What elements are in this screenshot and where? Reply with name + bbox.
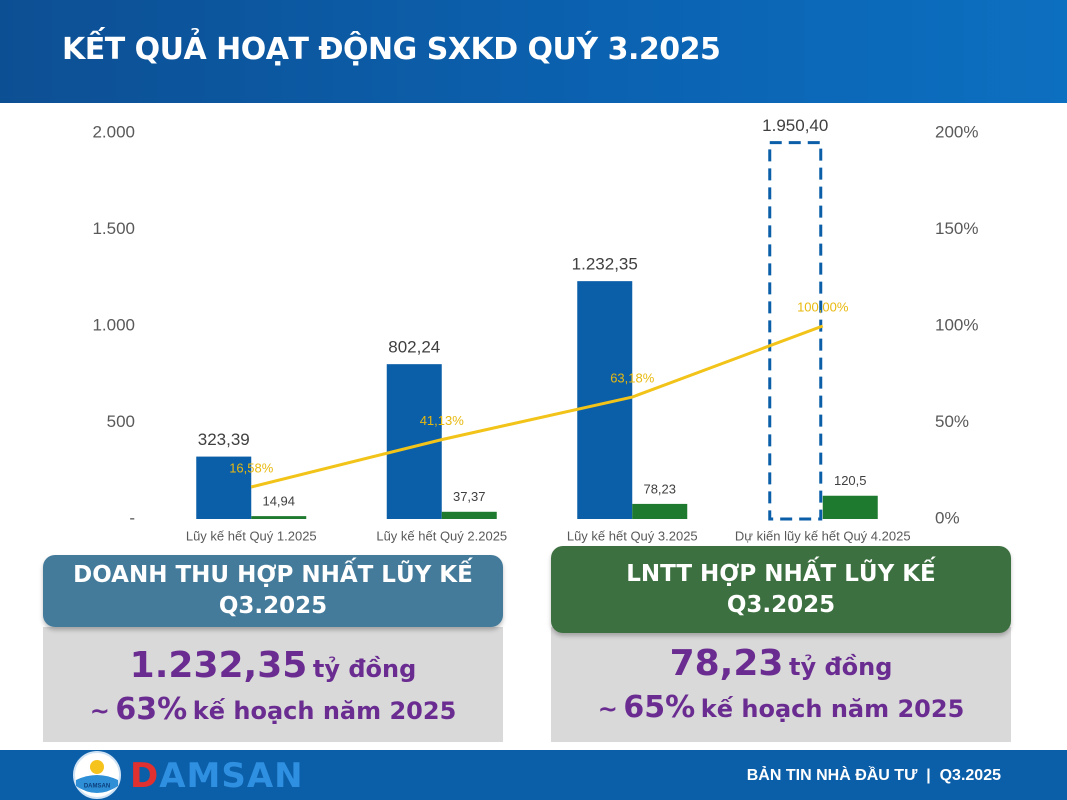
y2-tick-label: 200%: [935, 122, 978, 141]
card-title: Q3.2025: [218, 593, 328, 619]
y2-tick-label: 150%: [935, 219, 978, 238]
logo-icon: DAMSAN: [73, 751, 121, 799]
card-value: 1.232,35: [129, 645, 308, 686]
value-label: 1.950,40: [762, 116, 828, 135]
y-tick-label: 2.000: [92, 122, 135, 141]
card-title: Q3.2025: [726, 591, 836, 618]
card-value: 78,23: [669, 643, 784, 684]
card-body: 78,23 tỷ đồng ~ 65% kế hoạch năm 2025: [551, 627, 1011, 742]
line-label: 100,00%: [797, 299, 849, 314]
bar: [251, 516, 307, 519]
logo-text: DAMSAN: [130, 756, 304, 796]
card-body: 1.232,35 tỷ đồng ~ 63% kế hoạch năm 2025: [43, 627, 503, 742]
chart: - 500 1.000 1.500 2.000 0% 50% 100% 150% 200% Lũy …: [92, 116, 978, 543]
bar: [768, 141, 823, 521]
y-tick-label: 1.500: [92, 219, 135, 238]
bulletin: BẢN TIN NHÀ ĐẦU TƯ: [746, 767, 918, 784]
card-unit: tỷ đồng: [312, 655, 417, 683]
y-tick-label: -: [129, 508, 135, 527]
y-tick-label: 1.000: [92, 315, 135, 334]
card-header: LNTT HỢP NHẤT LŨY KẾ Q3.2025: [551, 546, 1011, 633]
line-label: 41,13%: [420, 413, 465, 428]
y-tick-label: 500: [107, 412, 135, 431]
footer-caption: BẢN TIN NHÀ ĐẦU TƯ | Q3.2025: [747, 767, 1001, 785]
card-percent: 65%: [623, 690, 696, 725]
line: [250, 324, 824, 489]
approx: ~: [89, 697, 110, 725]
logo-small-text: DAMSAN: [84, 784, 110, 790]
revenue-card: DOANH THU HỢP NHẤT LŨY KẾ Q3.2025 1.232,…: [43, 555, 503, 742]
logo-letters: AMSAN: [159, 756, 304, 796]
header: KẾT QUẢ HOẠT ĐỘNG SXKD QUÝ 3.2025: [0, 0, 1067, 103]
value-label: 78,23: [643, 481, 676, 496]
x-tick-label: Dự kiến lũy kế hết Quý 4.2025: [735, 528, 911, 543]
card-header: DOANH THU HỢP NHẤT LŨY KẾ Q3.2025: [43, 555, 503, 627]
card-percent: 63%: [115, 692, 188, 727]
card-plan: kế hoạch năm 2025: [192, 697, 457, 725]
page-title: KẾT QUẢ HOẠT ĐỘNG SXKD QUÝ 3.2025: [62, 32, 721, 67]
logo-letter: D: [130, 756, 160, 796]
card-unit: tỷ đồng: [789, 653, 893, 681]
x-tick-label: Lũy kế hết Quý 2.2025: [376, 528, 507, 543]
card-plan: kế hoạch năm 2025: [700, 695, 965, 723]
value-label: 802,24: [388, 338, 440, 357]
value-label: 120,5: [834, 473, 867, 488]
y2-tick-label: 50%: [935, 412, 969, 431]
line-label: 16,58%: [229, 460, 274, 475]
approx: ~: [597, 695, 618, 723]
y2-tick-label: 100%: [935, 315, 978, 334]
card-title: LNTT HỢP NHẤT LŨY KẾ: [626, 560, 936, 587]
value-label: 1.232,35: [572, 255, 638, 274]
value-label: 14,94: [262, 494, 295, 509]
bar: [196, 456, 252, 519]
period: Q3.2025: [939, 767, 1001, 784]
x-tick-label: Lũy kế hết Quý 1.2025: [186, 528, 317, 543]
separator: |: [926, 767, 931, 784]
value-label: 37,37: [453, 489, 486, 504]
line-label: 63,18%: [610, 371, 655, 386]
value-label: 323,39: [198, 430, 250, 449]
bar: [632, 503, 688, 519]
x-tick-label: Lũy kế hết Quý 3.2025: [567, 528, 698, 543]
bar: [822, 495, 878, 519]
card-title: DOANH THU HỢP NHẤT LŨY KẾ: [73, 562, 473, 588]
y2-tick-label: 0%: [935, 508, 960, 527]
footer: DAMSAN DAMSAN BẢN TIN NHÀ ĐẦU TƯ | Q3.20…: [0, 750, 1067, 800]
bar: [441, 511, 497, 519]
profit-card: LNTT HỢP NHẤT LŨY KẾ Q3.2025 78,23 tỷ đồ…: [551, 546, 1011, 742]
